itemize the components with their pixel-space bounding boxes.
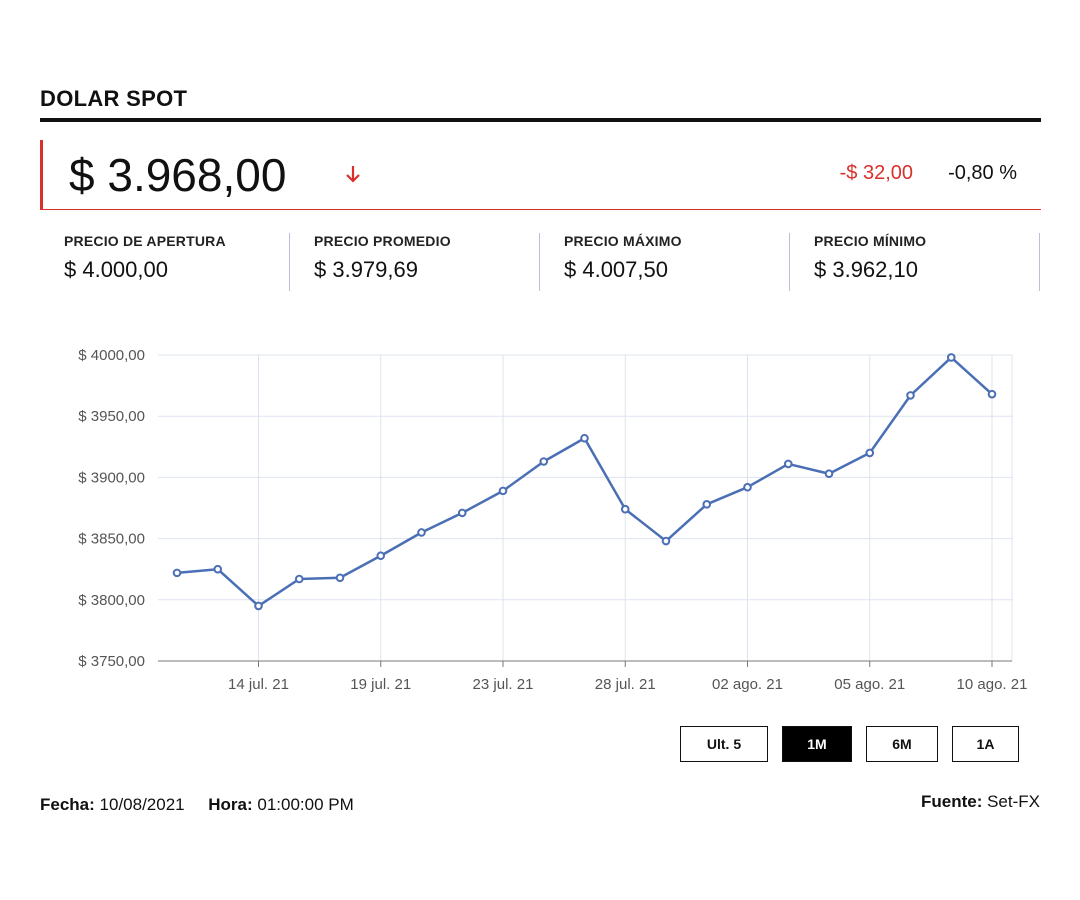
- data-point: [620, 504, 630, 514]
- time-value: 01:00:00 PM: [257, 795, 354, 814]
- arrow-down-icon: [346, 166, 360, 183]
- stat-value: $ 4.007,50: [564, 257, 668, 282]
- data-point: [213, 564, 223, 574]
- data-point: [946, 353, 956, 362]
- y-tick-label: $ 3850,00: [78, 531, 145, 548]
- stat-value: $ 3.979,69: [314, 257, 418, 282]
- y-tick-label: $ 4000,00: [78, 347, 145, 364]
- range-button-1m[interactable]: 1M: [782, 726, 852, 762]
- time-label: Hora:: [208, 795, 253, 814]
- x-tick-label: 14 jul. 21: [228, 676, 289, 693]
- title-divider: [40, 118, 1041, 122]
- data-point: [539, 457, 549, 466]
- data-point: [498, 486, 508, 496]
- x-tick-label: 10 ago. 21: [957, 676, 1028, 693]
- range-button-last5[interactable]: Ult. 5: [680, 726, 768, 762]
- range-button-6m[interactable]: 6M: [866, 726, 938, 762]
- x-tick-label: 19 jul. 21: [350, 676, 411, 693]
- data-point: [580, 433, 589, 443]
- data-point: [783, 459, 793, 469]
- source-label: Fuente:: [920, 792, 983, 811]
- data-point: [335, 573, 345, 583]
- data-point: [254, 601, 263, 611]
- data-point: [172, 568, 182, 578]
- stat-label: PRECIO PROMEDIO: [314, 233, 451, 249]
- stat-opening-price: PRECIO DE APERTURA $ 4.000,00: [40, 233, 290, 291]
- data-point: [457, 508, 467, 518]
- stat-value: $ 4.000,00: [64, 257, 168, 282]
- y-tick-label: $ 3900,00: [78, 469, 145, 486]
- page-title: DOLAR SPOT: [40, 86, 188, 111]
- data-point: [294, 574, 304, 584]
- price-stats: PRECIO DE APERTURA $ 4.000,00 PRECIO PRO…: [40, 233, 1041, 291]
- stat-label: PRECIO DE APERTURA: [64, 233, 226, 249]
- source-value: Set-FX: [987, 792, 1040, 811]
- price-panel: $ 3.968,00 -$ 32,00 -0,80 %: [40, 140, 1041, 210]
- stat-average-price: PRECIO PROMEDIO $ 3.979,69: [290, 233, 540, 291]
- footer-timestamp: Fecha: 10/08/2021 Hora: 01:00:00 PM: [40, 795, 354, 815]
- data-point: [743, 482, 752, 492]
- data-point: [987, 389, 997, 399]
- x-tick-label: 02 ago. 21: [712, 676, 783, 693]
- x-tick-label: 23 jul. 21: [473, 676, 534, 693]
- stat-max-price: PRECIO MÁXIMO $ 4.007,50: [540, 233, 790, 291]
- data-point: [865, 448, 875, 458]
- change-absolute: -$ 32,00: [839, 162, 913, 184]
- change-percent: -0,80 %: [948, 162, 1017, 184]
- stat-label: PRECIO MÁXIMO: [564, 233, 682, 249]
- date-value: 10/08/2021: [99, 795, 185, 814]
- data-point: [824, 469, 834, 479]
- price-line-chart: $ 3750,00 $ 3800,00 $ 3850,00 $ 3900,00 $ 39…: [78, 347, 1028, 693]
- footer-source: Fuente: Set-FX: [921, 792, 1040, 812]
- y-tick-label: $ 3800,00: [78, 592, 145, 609]
- data-point: [417, 528, 426, 537]
- current-price: $ 3.968,00: [69, 149, 287, 201]
- data-point: [906, 391, 915, 400]
- x-tick-label: 28 jul. 21: [595, 676, 656, 693]
- data-point: [702, 500, 712, 509]
- data-point: [376, 551, 386, 561]
- y-tick-label: $ 3950,00: [78, 408, 145, 425]
- stat-value: $ 3.962,10: [814, 257, 918, 282]
- stat-min-price: PRECIO MÍNIMO $ 3.962,10: [790, 233, 1040, 291]
- x-tick-label: 05 ago. 21: [834, 676, 905, 693]
- date-label: Fecha:: [40, 795, 95, 814]
- range-button-1a[interactable]: 1A: [952, 726, 1019, 762]
- data-point: [661, 536, 671, 546]
- y-tick-label: $ 3750,00: [78, 653, 145, 670]
- stat-label: PRECIO MÍNIMO: [814, 233, 927, 249]
